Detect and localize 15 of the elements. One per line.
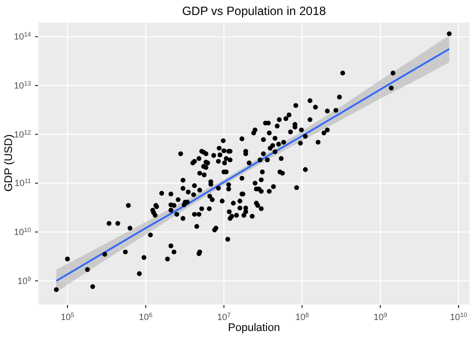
x-tick-label: 10$^{10}$ — [450, 312, 468, 322]
y-tick-label: 10$^{10}$ — [14, 226, 32, 238]
x-tick-label: 10$^{6}$ — [138, 312, 153, 322]
y-tick-label: 10$^{13}$ — [14, 80, 32, 91]
x-tick-label: 10$^{8}$ — [295, 312, 310, 322]
x-tick-label: 10$^{5}$ — [60, 312, 75, 322]
y-tick-label: 10$^{14}$ — [14, 31, 32, 42]
y-tick-label: 10$^{12}$ — [14, 128, 32, 140]
y-axis-title: GDP (USD) — [3, 134, 15, 192]
chart-title: GDP vs Population in 2018 — [182, 4, 326, 18]
y-tick-label: 10$^{11}$ — [14, 178, 32, 188]
x-tick-label: 10$^{7}$ — [217, 312, 232, 322]
y-tick-label: 10$^{9}$ — [17, 275, 32, 286]
x-tick-label: 10$^{9}$ — [374, 312, 388, 322]
x-axis-title: Population — [228, 322, 280, 334]
